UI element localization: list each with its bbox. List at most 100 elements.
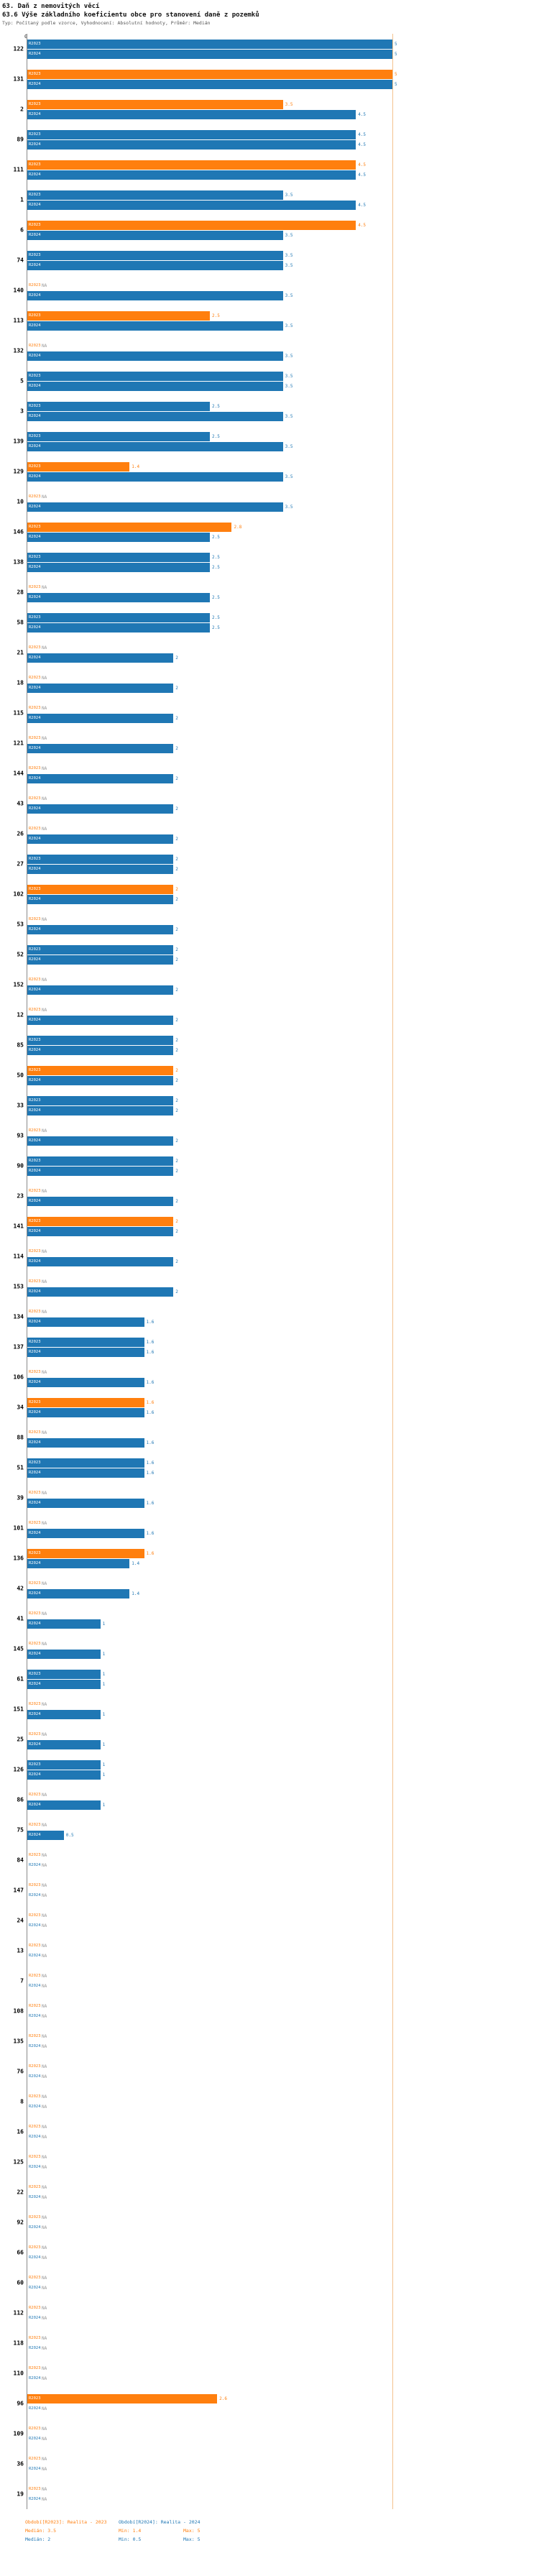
bar-segment-2024 bbox=[27, 1317, 144, 1327]
chart-row: 144 R2023 NA R2024 2 bbox=[14, 758, 539, 788]
value-label-2024: NA bbox=[42, 2164, 47, 2170]
stat-max-2023: Max: 5 bbox=[183, 2528, 201, 2534]
bar-2023: R2023 NA bbox=[27, 1910, 539, 1920]
series-label-2024: R2024 bbox=[29, 957, 41, 962]
row-id-label: 138 bbox=[13, 558, 24, 566]
value-label-2024: 2 bbox=[175, 1017, 178, 1023]
value-label-2024: NA bbox=[42, 2496, 47, 2502]
series-label-2024: R2024 bbox=[29, 1531, 41, 1535]
bar-2024: R2024 3.5 bbox=[27, 381, 539, 391]
chart-row: 33 R2023 2 R2024 2 bbox=[17, 1090, 539, 1121]
chart-row: 145 R2023 NA R2024 1 bbox=[14, 1634, 539, 1664]
value-label-2023: 2 bbox=[175, 1098, 178, 1103]
series-label-2023: R2023 bbox=[29, 1460, 41, 1465]
series-label-2023: R2023 bbox=[29, 1219, 41, 1223]
bar-2023: R2023 3.5 bbox=[27, 371, 539, 381]
value-label-2024: 2 bbox=[175, 926, 178, 932]
value-label-2023: NA bbox=[42, 2486, 47, 2492]
bar-segment-2023 bbox=[27, 1035, 174, 1045]
value-label-2023: 3.5 bbox=[285, 101, 293, 107]
value-label-2024: 2 bbox=[175, 806, 178, 811]
chart-row: 88 R2023 NA R2024 1.6 bbox=[17, 1422, 539, 1453]
bar-segment-2024 bbox=[27, 1709, 101, 1719]
bar-2024: R2024 3.5 bbox=[27, 502, 539, 512]
bar-2023: R2023 NA bbox=[27, 1880, 539, 1890]
bar-segment-2023 bbox=[27, 1397, 144, 1407]
bar-2024: R2024 3.5 bbox=[27, 472, 539, 482]
series-label-2023: R2023 bbox=[29, 1853, 41, 1857]
row-id-label: 66 bbox=[17, 2249, 24, 2256]
series-label-2023: R2023 bbox=[29, 1491, 41, 1495]
series-label-2023: R2023 bbox=[29, 1611, 41, 1616]
series-label-2024: R2024 bbox=[29, 263, 41, 267]
bar-segment-2023 bbox=[27, 69, 392, 79]
row-id-label: 36 bbox=[17, 2460, 24, 2467]
series-label-2023: R2023 bbox=[29, 1762, 41, 1767]
series-label-2023: R2023 bbox=[29, 494, 41, 499]
bar-2024: R2024 NA bbox=[27, 1920, 539, 1931]
series-label-2023: R2023 bbox=[29, 72, 41, 76]
series-label-2023: R2023 bbox=[29, 1430, 41, 1435]
bar-2023: R2023 NA bbox=[27, 2182, 539, 2192]
row-id-label: 52 bbox=[17, 951, 24, 958]
series-label-2023: R2023 bbox=[29, 1008, 41, 1012]
value-label-2024: 3.5 bbox=[285, 232, 293, 238]
bar-segment-2024 bbox=[27, 260, 283, 270]
bar-2023: R2023 2 bbox=[27, 944, 539, 954]
series-label-2024: R2024 bbox=[29, 1923, 41, 1928]
bar-segment-2024 bbox=[27, 139, 356, 150]
series-label-2024: R2024 bbox=[29, 293, 41, 298]
value-label-2023: 2.5 bbox=[212, 554, 220, 560]
bar-segment-2024 bbox=[27, 109, 356, 119]
bar-2023: R2023 NA bbox=[27, 1820, 539, 1830]
bar-2023: R2023 NA bbox=[27, 1941, 539, 1951]
bar-2023: R2023 NA bbox=[27, 2333, 539, 2343]
chart-row: 129 R2023 1.4 R2024 3.5 bbox=[14, 456, 539, 487]
chart-row: 141 R2023 2 R2024 2 bbox=[14, 1211, 539, 1241]
bar-2024: R2024 2 bbox=[27, 1196, 539, 1206]
row-id-label: 129 bbox=[13, 468, 24, 475]
chart-row: 93 R2023 NA R2024 2 bbox=[17, 1121, 539, 1151]
stat-min-2023: Min: 1.4 bbox=[119, 2528, 142, 2534]
series-label-2023: R2023 bbox=[29, 162, 41, 167]
bar-2023: R2023 NA bbox=[27, 582, 539, 592]
row-id-label: 135 bbox=[13, 2038, 24, 2045]
value-label-2023: NA bbox=[42, 2456, 47, 2462]
value-label-2023: NA bbox=[42, 1792, 47, 1798]
row-id-label: 137 bbox=[13, 1343, 24, 1351]
bar-segment-2024 bbox=[27, 1105, 174, 1116]
bar-2023: R2023 2 bbox=[27, 1216, 539, 1226]
bar-2023: R2023 4.5 bbox=[27, 160, 539, 170]
bar-segment-2024 bbox=[27, 351, 283, 361]
bar-2024: R2024 1.4 bbox=[27, 1588, 539, 1598]
row-id-label: 27 bbox=[17, 860, 24, 868]
value-label-2023: NA bbox=[42, 645, 47, 650]
bar-2024: R2024 NA bbox=[27, 2464, 539, 2474]
series-label-2024: R2024 bbox=[29, 1078, 41, 1082]
bar-2024: R2024 NA bbox=[27, 2011, 539, 2021]
bar-2024: R2024 2 bbox=[27, 1105, 539, 1116]
bar-2023: R2023 NA bbox=[27, 975, 539, 985]
bar-2024: R2024 NA bbox=[27, 2404, 539, 2414]
value-label-2023: 1.6 bbox=[146, 1399, 155, 1405]
value-label-2024: 0.5 bbox=[65, 1832, 74, 1838]
chart-row: 66 R2023 NA R2024 NA bbox=[17, 2237, 539, 2268]
x-axis: 0 bbox=[0, 27, 539, 40]
series-label-2023: R2023 bbox=[29, 706, 41, 710]
value-label-2023: NA bbox=[42, 2124, 47, 2130]
bar-segment-2023 bbox=[27, 1760, 101, 1770]
bar-2023: R2023 NA bbox=[27, 1699, 539, 1709]
bar-2024: R2024 NA bbox=[27, 2192, 539, 2202]
series-label-2024: R2024 bbox=[29, 1048, 41, 1052]
series-label-2023: R2023 bbox=[29, 555, 41, 559]
chart-row: 25 R2023 NA R2024 1 bbox=[17, 1724, 539, 1754]
row-id-label: 53 bbox=[17, 921, 24, 928]
value-label-2024: 2.5 bbox=[212, 534, 220, 540]
bar-segment-2024 bbox=[27, 1256, 174, 1266]
bar-2024: R2024 2 bbox=[27, 834, 539, 844]
chart-legend: Období[R2023]: Realita - 2023 Období[R20… bbox=[25, 2519, 539, 2542]
chart-row: 52 R2023 2 R2024 2 bbox=[17, 939, 539, 970]
bar-segment-2024 bbox=[27, 894, 174, 904]
chart-row: 153 R2023 NA R2024 2 bbox=[14, 1271, 539, 1302]
series-label-2024: R2024 bbox=[29, 1138, 41, 1143]
